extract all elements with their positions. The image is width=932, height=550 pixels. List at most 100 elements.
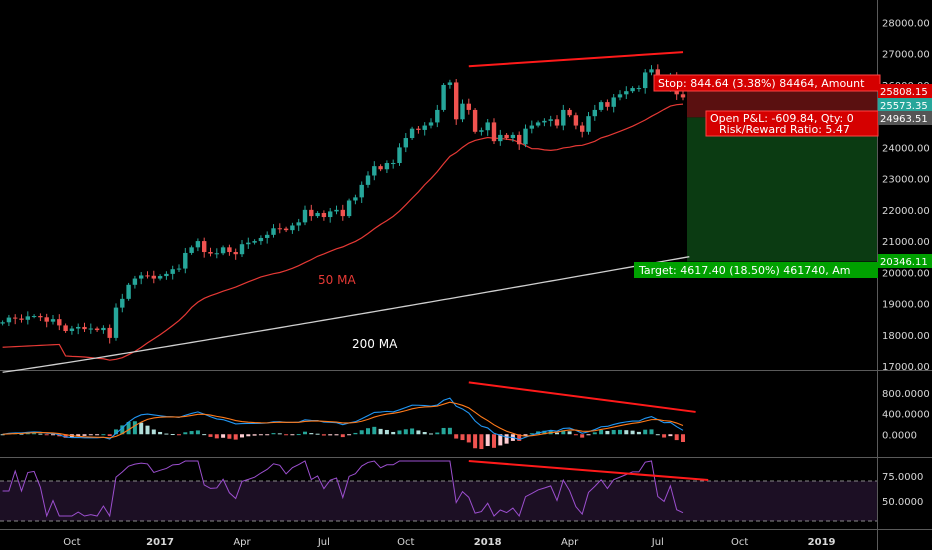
macd-histogram-bar [517, 434, 522, 441]
candle-body [334, 209, 339, 212]
ma50-line [2, 103, 684, 361]
candle-body [573, 115, 579, 126]
candle-body [441, 84, 446, 110]
macd-line [2, 397, 684, 441]
candle-body [580, 125, 585, 132]
macd-histogram-bar [353, 432, 358, 435]
macd-histogram-bar [277, 433, 282, 435]
time-tick-label: 2018 [474, 537, 502, 548]
candle-body [491, 122, 497, 142]
candle-body [296, 222, 301, 226]
macd-histogram-bar [44, 434, 49, 436]
candle-body [535, 122, 541, 126]
candle-body [353, 197, 358, 201]
candle-body [592, 109, 597, 117]
candle-body [13, 317, 18, 319]
candle-body [214, 253, 219, 255]
macd-histogram-bar [422, 432, 427, 435]
candle-body [384, 163, 390, 170]
macd-tick-label: 400.0000 [882, 410, 930, 421]
candle-body [202, 241, 207, 253]
candle-body [561, 109, 566, 126]
macd-tick-label: 800.0000 [882, 389, 930, 400]
macd-histogram-bar [473, 434, 478, 449]
candle-body [19, 318, 24, 320]
target-price-text: 20346.11 [880, 257, 928, 268]
macd-histogram-bar [504, 434, 509, 444]
candle-body [145, 275, 150, 277]
candle-body [617, 94, 623, 98]
macd-histogram-bar [372, 426, 377, 435]
price-tick-label: 19000.00 [882, 300, 930, 311]
price-tick-label: 27000.00 [882, 50, 930, 61]
candle-body [403, 138, 408, 148]
candle-body [25, 316, 30, 320]
candle-body [176, 268, 182, 270]
candle-body [422, 125, 427, 130]
candle-body [239, 244, 245, 255]
candle-body [302, 209, 308, 223]
candle-body [31, 316, 37, 318]
candle-body [472, 109, 478, 132]
macd-histogram-bar [101, 434, 106, 436]
macd-histogram-bar [32, 433, 37, 435]
candle-body [195, 241, 201, 248]
macd-histogram-bar [378, 428, 383, 435]
candle-body [517, 134, 522, 145]
target-zone [687, 117, 877, 262]
macd-histogram-bar [403, 429, 408, 435]
candle-body [359, 184, 364, 198]
current-price-badge: 25573.35 [878, 98, 932, 112]
candle-body [38, 316, 43, 318]
macd-histogram-bar [258, 434, 263, 436]
macd-histogram-bar [359, 430, 364, 435]
candle-body [0, 322, 5, 324]
candle-body [523, 128, 528, 145]
candle-body [548, 119, 553, 121]
time-tick-label: Apr [561, 537, 579, 548]
candle-body [636, 88, 642, 90]
macd-histogram-bar [384, 429, 389, 435]
candle-body [391, 163, 396, 165]
current-price-text: 25573.35 [880, 101, 928, 112]
macd-histogram-bar [624, 430, 629, 435]
macd-histogram-bar [340, 434, 345, 438]
candle-body [611, 97, 616, 107]
time-tick-label: Apr [233, 537, 251, 548]
macd-histogram-bar [334, 434, 339, 436]
macd-histogram-bar [82, 434, 87, 436]
macd-histogram-bar [529, 433, 534, 435]
target-label-text: Target: 4617.40 (18.50%) 461740, Am [638, 264, 850, 277]
candle-body [265, 234, 270, 238]
macd-histogram-bar [429, 433, 433, 435]
macd-histogram-bar [76, 434, 81, 437]
macd-histogram-bar [145, 425, 150, 435]
macd-histogram-bar [189, 431, 194, 435]
macd-histogram-bar [170, 434, 175, 436]
macd-histogram-bar [139, 422, 144, 435]
pnl-label[interactable]: Open P&L: -609.84, Qty: 0 Risk/Reward Ra… [705, 110, 879, 137]
macd-histogram-bar [63, 434, 68, 438]
macd-histogram-bar [296, 434, 301, 436]
time-tick-label: 2019 [808, 537, 836, 548]
candle-body [290, 225, 295, 231]
macd-histogram-bar [523, 434, 528, 437]
price-tick-label: 28000.00 [882, 18, 930, 29]
macd-histogram-bar [567, 431, 572, 435]
candle-body [649, 69, 654, 73]
rsi-band [0, 481, 877, 521]
macd-histogram-bar [555, 432, 559, 435]
candle-body [328, 211, 333, 218]
candle-body [340, 209, 345, 217]
macd-histogram-bar [649, 429, 654, 435]
macd-histogram-bar [611, 430, 616, 435]
macd-histogram-bar [586, 434, 591, 436]
stop-label[interactable]: Stop: 844.64 (3.38%) 84464, Amount [653, 74, 881, 92]
candle-body [630, 88, 635, 92]
macd-histogram-bar [492, 434, 496, 448]
rsi-line [2, 460, 684, 518]
target-label[interactable]: Target: 4617.40 (18.50%) 461740, Am [634, 262, 878, 278]
entry-price-badge: 24963.51 [878, 111, 932, 125]
candle-body [460, 103, 465, 120]
